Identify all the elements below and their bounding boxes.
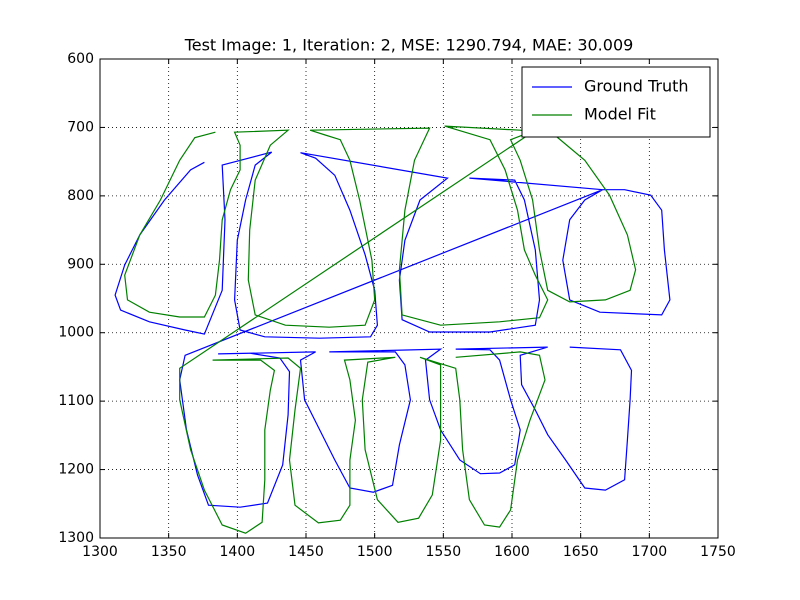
x-tick-label: 1550 <box>426 544 462 560</box>
legend-box <box>521 66 711 138</box>
legend-label: Ground Truth <box>584 77 689 96</box>
series-line <box>114 151 671 508</box>
series-line <box>124 125 637 534</box>
x-tick-label: 1450 <box>288 544 324 560</box>
x-tick-label: 1300 <box>82 544 118 560</box>
y-tick-label: 1000 <box>58 325 94 341</box>
chart-title: Test Image: 1, Iteration: 2, MSE: 1290.7… <box>184 36 634 55</box>
y-tick-label: 1300 <box>58 530 94 546</box>
y-tick-label: 700 <box>67 119 94 135</box>
x-tick-label: 1600 <box>494 544 530 560</box>
x-tick-label: 1750 <box>700 544 736 560</box>
plot-frame <box>99 58 719 539</box>
x-tick-label: 1700 <box>632 544 668 560</box>
y-tick-label: 600 <box>67 51 94 67</box>
y-tick-label: 1200 <box>58 462 94 478</box>
y-tick-label: 800 <box>67 188 94 204</box>
legend-label: Model Fit <box>584 105 656 124</box>
x-tick-label: 1650 <box>563 544 599 560</box>
x-tick-label: 1350 <box>151 544 187 560</box>
y-tick-label: 1100 <box>58 393 94 409</box>
x-tick-label: 1500 <box>357 544 393 560</box>
x-tick-label: 1400 <box>220 544 256 560</box>
y-tick-label: 900 <box>67 256 94 272</box>
